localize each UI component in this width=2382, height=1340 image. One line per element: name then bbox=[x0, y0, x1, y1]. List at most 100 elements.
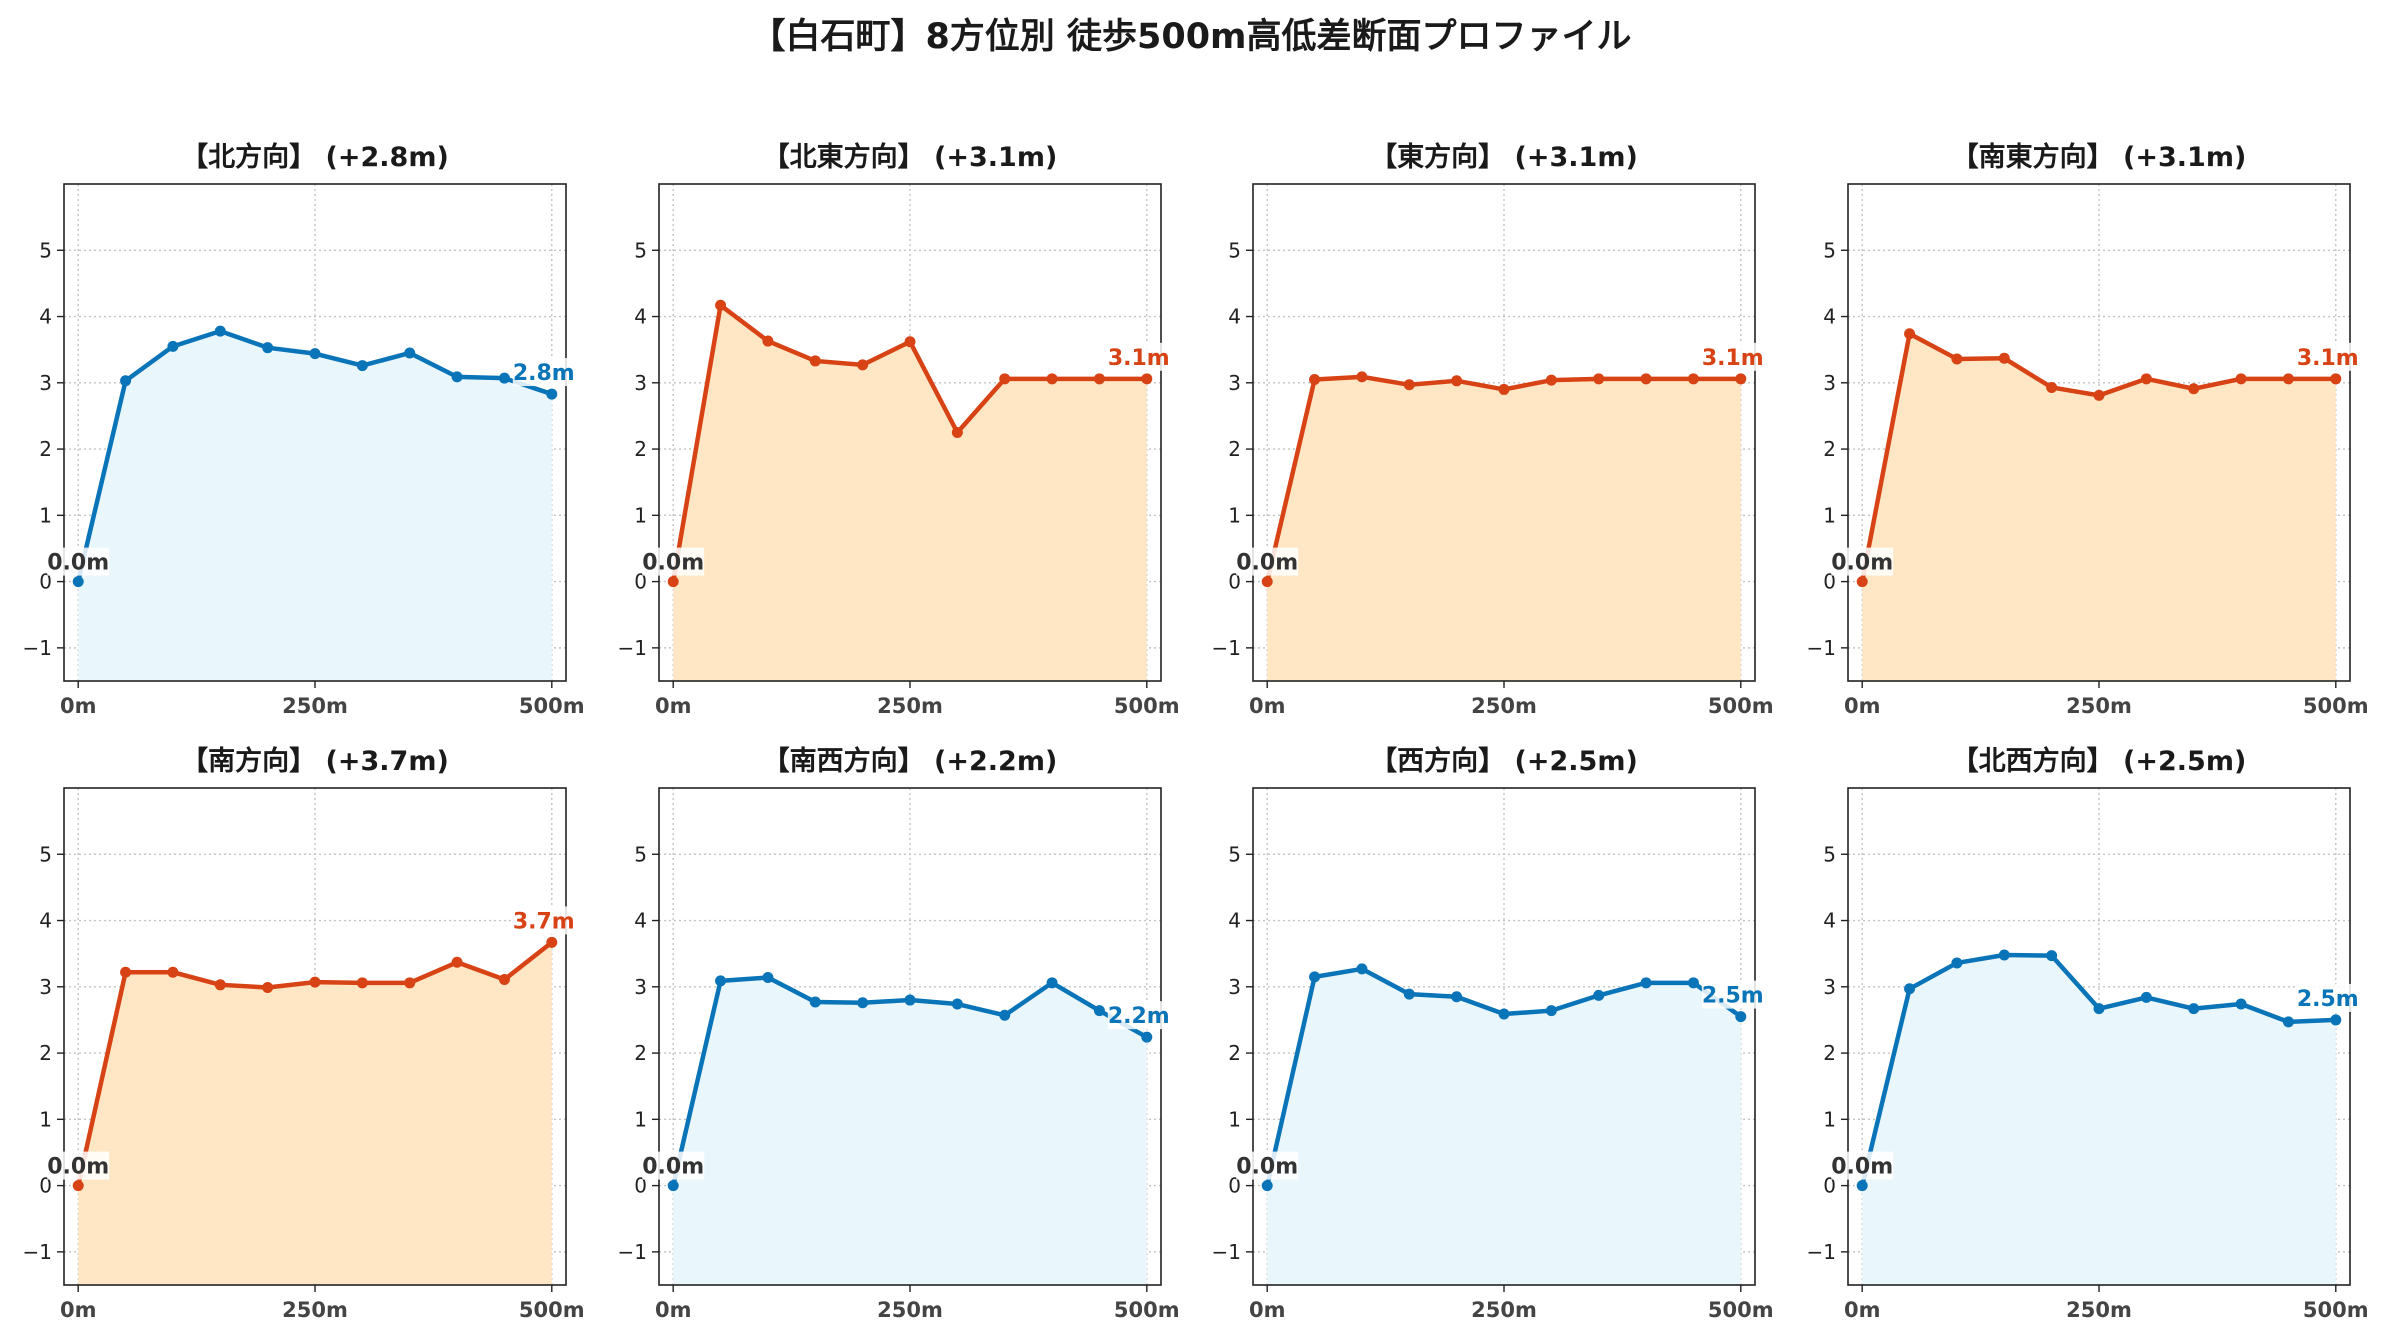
data-point bbox=[451, 956, 463, 968]
y-tick-label: 5 bbox=[634, 238, 647, 262]
data-point bbox=[262, 342, 274, 354]
x-tick-label: 0m bbox=[60, 694, 97, 718]
x-tick-label: 500m bbox=[519, 1298, 585, 1322]
data-point bbox=[498, 974, 510, 986]
x-tick-label: 250m bbox=[1471, 1298, 1537, 1322]
data-point bbox=[2140, 373, 2152, 385]
data-point bbox=[2282, 373, 2294, 385]
x-tick-label: 250m bbox=[877, 1298, 943, 1322]
data-point bbox=[2282, 1016, 2294, 1028]
profile-area bbox=[78, 331, 552, 681]
chart-title: 【北西方向】 (+2.5m) bbox=[1952, 745, 2247, 777]
end-label-bg bbox=[2296, 342, 2359, 371]
start-label-bg bbox=[47, 547, 110, 576]
y-tick-label: 5 bbox=[634, 842, 647, 866]
start-elevation-label: 0.0m bbox=[642, 551, 704, 576]
start-elevation-label: 0.0m bbox=[642, 1155, 704, 1180]
start-elevation-label: 0.0m bbox=[1236, 1155, 1298, 1180]
y-tick-label: −1 bbox=[1212, 1240, 1241, 1264]
y-tick-label: 1 bbox=[1228, 1107, 1241, 1131]
end-label-bg bbox=[1107, 342, 1170, 371]
y-tick-label: 1 bbox=[634, 1107, 647, 1131]
data-point bbox=[498, 372, 510, 384]
y-tick-label: −1 bbox=[1807, 1240, 1836, 1264]
start-elevation-label: 0.0m bbox=[1831, 551, 1893, 576]
y-tick-label: 1 bbox=[1823, 1107, 1836, 1131]
y-tick-label: 1 bbox=[1823, 503, 1836, 527]
y-tick-label: 3 bbox=[1228, 975, 1241, 999]
start-elevation-label: 0.0m bbox=[1831, 1155, 1893, 1180]
data-point bbox=[1356, 963, 1368, 975]
x-tick-label: 0m bbox=[655, 1298, 692, 1322]
data-point bbox=[1141, 1031, 1153, 1043]
data-point bbox=[1687, 373, 1699, 385]
start-label-bg bbox=[1831, 547, 1894, 576]
data-point bbox=[809, 355, 821, 367]
y-tick-label: 2 bbox=[1823, 437, 1836, 461]
start-elevation-label: 0.0m bbox=[47, 1155, 109, 1180]
x-tick-label: 500m bbox=[2303, 694, 2369, 718]
y-tick-label: 2 bbox=[39, 1041, 52, 1065]
x-tick-label: 250m bbox=[877, 694, 943, 718]
data-point bbox=[167, 340, 179, 352]
data-point bbox=[1593, 373, 1605, 385]
chart-title: 【南方向】 (+3.7m) bbox=[181, 745, 449, 777]
data-point bbox=[309, 976, 321, 988]
data-point bbox=[214, 325, 226, 337]
end-elevation-label: 2.2m bbox=[1108, 1004, 1170, 1029]
data-point bbox=[667, 1180, 679, 1192]
data-point bbox=[1593, 989, 1605, 1001]
start-label-bg bbox=[642, 547, 705, 576]
chart-title: 【西方向】 (+2.5m) bbox=[1370, 745, 1638, 777]
data-point bbox=[404, 977, 416, 989]
data-point bbox=[1403, 988, 1415, 1000]
x-tick-label: 0m bbox=[60, 1298, 97, 1322]
data-point bbox=[2330, 373, 2342, 385]
data-point bbox=[2188, 1003, 2200, 1015]
data-point bbox=[2235, 998, 2247, 1010]
y-tick-label: 3 bbox=[1823, 975, 1836, 999]
data-point bbox=[2140, 991, 2152, 1003]
profile-area bbox=[1862, 333, 2336, 681]
data-point bbox=[72, 576, 84, 588]
data-point bbox=[1640, 373, 1652, 385]
data-point bbox=[546, 936, 558, 948]
end-elevation-label: 3.7m bbox=[513, 909, 575, 934]
y-tick-label: 4 bbox=[634, 909, 647, 933]
x-tick-label: 0m bbox=[1844, 1298, 1881, 1322]
data-point bbox=[1356, 371, 1368, 383]
data-point bbox=[1498, 383, 1510, 395]
end-elevation-label: 2.5m bbox=[2297, 987, 2359, 1012]
data-point bbox=[2046, 381, 2058, 393]
data-point bbox=[404, 347, 416, 359]
data-point bbox=[857, 997, 869, 1009]
start-label-bg bbox=[1236, 1151, 1299, 1180]
data-point bbox=[1046, 977, 1058, 989]
y-tick-label: 1 bbox=[1228, 503, 1241, 527]
data-point bbox=[1309, 373, 1321, 385]
data-point bbox=[1687, 977, 1699, 989]
data-point bbox=[2093, 389, 2105, 401]
data-point bbox=[1998, 949, 2010, 961]
data-point bbox=[1093, 373, 1105, 385]
data-point bbox=[451, 371, 463, 383]
y-tick-label: 4 bbox=[39, 305, 52, 329]
x-tick-label: 500m bbox=[1708, 1298, 1774, 1322]
y-tick-label: 5 bbox=[1228, 842, 1241, 866]
y-tick-label: 3 bbox=[1228, 371, 1241, 395]
end-label-bg bbox=[2296, 983, 2359, 1012]
data-point bbox=[1904, 983, 1916, 995]
data-point bbox=[1856, 1180, 1868, 1192]
data-point bbox=[1904, 328, 1916, 340]
data-point bbox=[1856, 576, 1868, 588]
data-point bbox=[762, 972, 774, 984]
y-tick-label: 1 bbox=[634, 503, 647, 527]
data-point bbox=[1261, 576, 1273, 588]
data-point bbox=[546, 388, 558, 400]
y-tick-label: 4 bbox=[39, 909, 52, 933]
